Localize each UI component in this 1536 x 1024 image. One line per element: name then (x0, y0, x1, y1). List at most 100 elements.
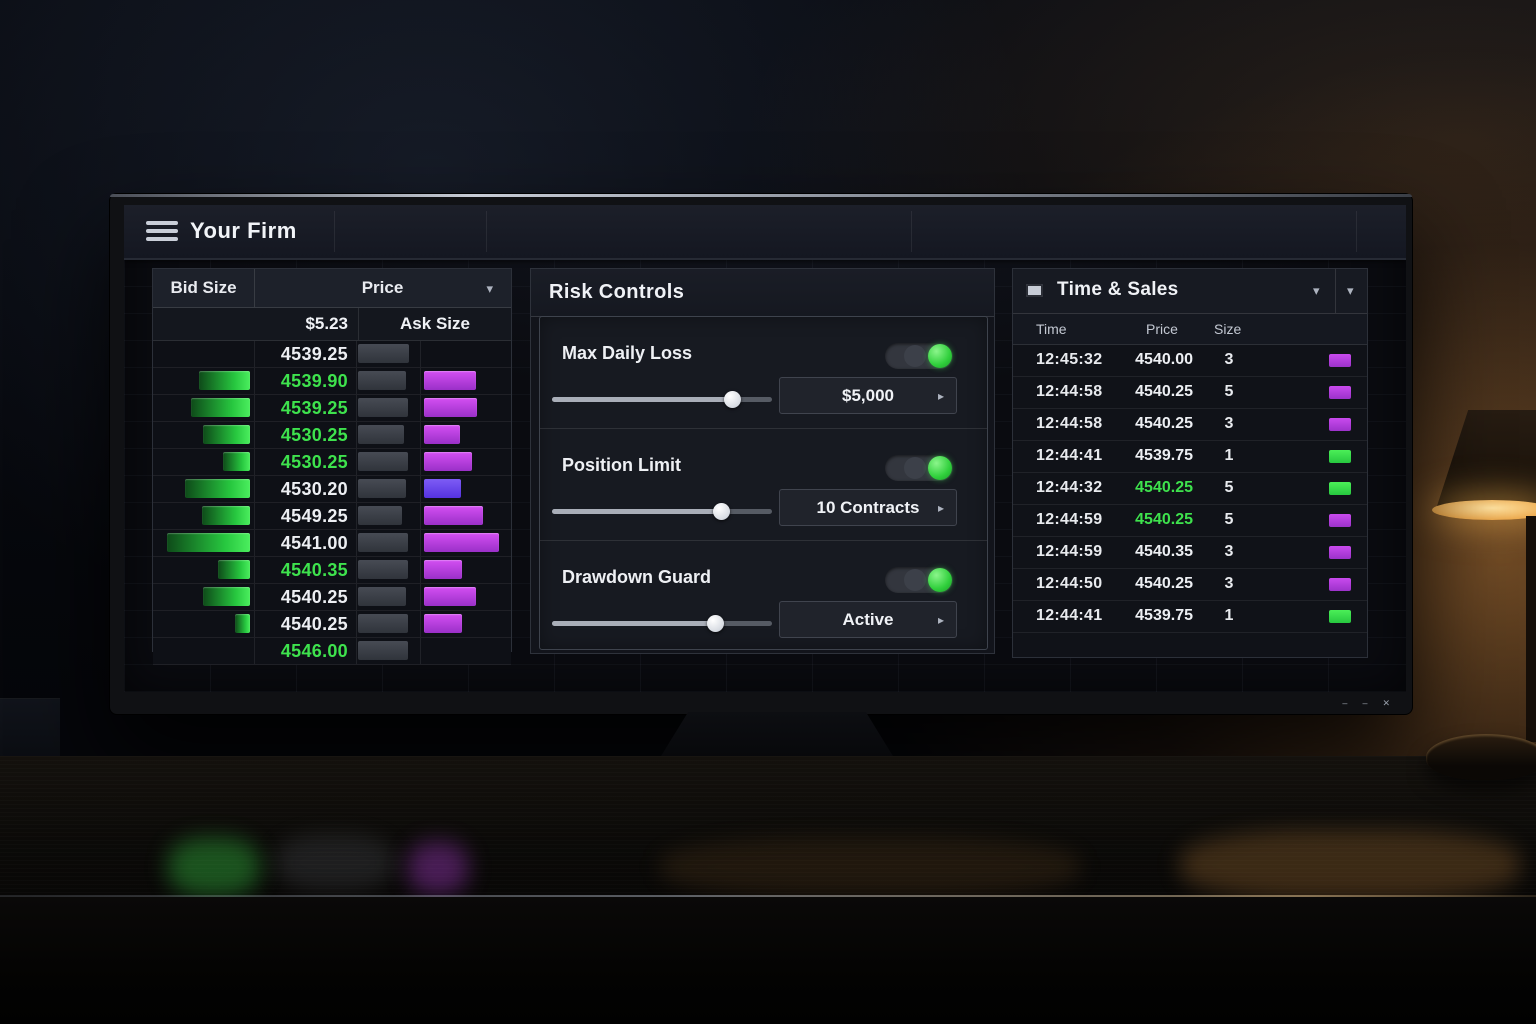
close-icon[interactable]: ✕ (1382, 698, 1390, 708)
toggle-ghost-knob (904, 457, 926, 479)
toggle[interactable] (885, 567, 953, 593)
ask-size-bar (424, 614, 462, 633)
price-cell[interactable]: 4539.25 (280, 398, 348, 418)
ladder-subheader-row: $5.23 Ask Size (153, 308, 511, 341)
bid-size-bar (199, 371, 250, 390)
last-price-value: $5.23 (254, 308, 359, 340)
depth-bar (358, 560, 408, 579)
chevron-down-icon[interactable]: ▾ (486, 281, 493, 296)
trade-price: 4540.25 (1135, 575, 1193, 592)
ladder-row[interactable]: 4541.00 (153, 530, 511, 557)
minimize-icon[interactable]: – (1342, 698, 1348, 708)
trade-time: 12:44:59 (1036, 543, 1103, 560)
ladder-row[interactable]: 4530.25 (153, 449, 511, 476)
toggle-ghost-knob (904, 345, 926, 367)
trade-side-swatch (1329, 514, 1351, 527)
ladder-row[interactable]: 4530.20 (153, 476, 511, 503)
slider-handle[interactable] (706, 615, 724, 632)
price-cell[interactable]: 4541.00 (280, 533, 348, 553)
tns-body: 12:45:32 4540.00 3 12:44:58 4540.25 5 12… (1013, 345, 1367, 633)
toggle[interactable] (885, 343, 953, 369)
risk-section-label: Drawdown Guard (562, 567, 712, 587)
slider[interactable] (552, 503, 772, 520)
bid-size-bar (235, 614, 250, 633)
trade-time: 12:44:41 (1036, 447, 1103, 464)
ladder-row[interactable]: 4540.25 (153, 611, 511, 638)
bid-size-bar (223, 452, 250, 471)
price-cell[interactable]: 4530.25 (280, 452, 348, 472)
ask-size-column-header[interactable]: Ask Size (400, 314, 470, 333)
trade-size: 5 (1224, 511, 1234, 528)
ladder-row[interactable]: 4549.25 (153, 503, 511, 530)
lamp-reflection (1180, 830, 1520, 900)
chevron-down-icon[interactable]: ▾ (1347, 283, 1354, 298)
trade-price: 4540.25 (1135, 415, 1193, 432)
trade-time: 12:44:58 (1036, 383, 1103, 400)
risk-value-box[interactable]: Active ▸ (779, 601, 957, 638)
ladder-row[interactable]: 4539.90 (153, 368, 511, 395)
trade-size: 3 (1224, 351, 1234, 368)
bid-size-bar (218, 560, 250, 579)
monitor-bezel-controls: – – ✕ (1342, 699, 1390, 708)
slider-handle[interactable] (713, 503, 731, 520)
slider[interactable] (552, 391, 772, 408)
lamp-light (1432, 500, 1536, 520)
price-cell[interactable]: 4549.25 (280, 506, 348, 526)
trade-side-swatch (1329, 578, 1351, 591)
tns-row: 12:44:58 4540.25 5 (1013, 377, 1367, 409)
white-screen-reflection (275, 835, 395, 890)
depth-bar (358, 371, 406, 390)
ladder-row[interactable]: 4540.35 (153, 557, 511, 584)
ladder-body: 4539.25 4539.90 4539.25 4530.25 4530.25 … (153, 341, 511, 665)
ask-size-bar (424, 506, 483, 525)
chevron-right-icon: ▸ (937, 612, 944, 627)
price-cell[interactable]: 4539.90 (280, 371, 348, 391)
risk-value-box[interactable]: $5,000 ▸ (779, 377, 957, 414)
price-cell[interactable]: 4540.25 (280, 614, 348, 634)
price-cell[interactable]: 4539.25 (280, 344, 348, 364)
tns-row: 12:44:50 4540.25 3 (1013, 569, 1367, 601)
bid-size-bar (185, 479, 250, 498)
tns-row: 12:45:32 4540.00 3 (1013, 345, 1367, 377)
ladder-row[interactable]: 4539.25 (153, 341, 511, 368)
ladder-row[interactable]: 4540.25 (153, 584, 511, 611)
header-divider (1335, 269, 1336, 313)
risk-value: Active (842, 609, 894, 629)
trade-size: 5 (1224, 383, 1234, 400)
risk-value-box[interactable]: 10 Contracts ▸ (779, 489, 957, 526)
menu-icon[interactable] (146, 221, 178, 241)
price-cell[interactable]: 4530.25 (280, 425, 348, 445)
depth-bar (358, 398, 408, 417)
bid-size-column-header[interactable]: Bid Size (153, 269, 255, 307)
toggle[interactable] (885, 455, 953, 481)
ladder-row[interactable]: 4539.25 (153, 395, 511, 422)
tns-row: 12:44:41 4539.75 1 (1013, 441, 1367, 473)
price-cell[interactable]: 4540.35 (280, 560, 348, 580)
ladder-row[interactable]: 4530.25 (153, 422, 511, 449)
topbar-divider (911, 211, 912, 252)
depth-bar (358, 533, 408, 552)
ladder-row[interactable]: 4546.00 (153, 638, 511, 665)
warm-reflection (660, 838, 1080, 896)
risk-controls-panel: Risk Controls Max Daily Loss $5,000 ▸ Po… (530, 268, 995, 654)
tns-row: 12:44:59 4540.35 3 (1013, 537, 1367, 569)
desk-surface (0, 756, 1536, 898)
topbar-divider (334, 211, 335, 252)
price-cell[interactable]: 4546.00 (280, 641, 348, 661)
price-column-header[interactable]: Price (361, 278, 404, 297)
trade-time: 12:44:32 (1036, 479, 1103, 496)
risk-section-label: Max Daily Loss (562, 343, 693, 363)
price-cell[interactable]: 4530.20 (280, 479, 348, 499)
dom-ladder-panel: Bid Size Price ▾ $5.23 Ask Size 4539.25 … (152, 268, 512, 665)
price-cell[interactable]: 4540.25 (280, 587, 348, 607)
screen: Your Firm Bid Size Price ▾ $5.23 Ask Siz… (124, 205, 1406, 692)
tns-row: 12:44:32 4540.25 5 (1013, 473, 1367, 505)
trade-size: 3 (1224, 575, 1234, 592)
slider-handle[interactable] (724, 391, 742, 408)
risk-value: 10 Contracts (816, 497, 920, 517)
dash-icon[interactable]: – (1362, 698, 1368, 708)
slider[interactable] (552, 615, 772, 632)
trade-time: 12:44:50 (1036, 575, 1103, 592)
chevron-down-icon[interactable]: ▾ (1313, 283, 1320, 298)
